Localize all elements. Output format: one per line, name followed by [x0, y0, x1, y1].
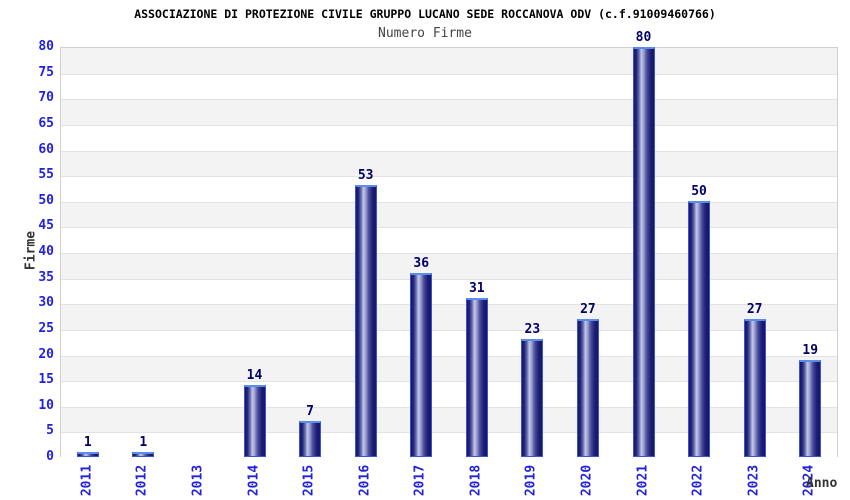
bar-2017	[410, 272, 433, 457]
bar-2014	[243, 385, 266, 457]
x-tick-2013: 2013	[190, 464, 206, 497]
y-tick-25: 25	[38, 320, 54, 336]
plot-band	[61, 355, 837, 382]
plot-band	[61, 278, 837, 305]
bar-2023	[743, 318, 766, 457]
x-tick-2018: 2018	[468, 464, 484, 497]
x-tick-2019: 2019	[523, 464, 539, 497]
gridline	[61, 406, 837, 408]
y-axis-title: Firme	[23, 230, 39, 271]
value-label-2022: 50	[691, 183, 707, 199]
plot-band	[61, 124, 837, 151]
x-tick-2015: 2015	[301, 464, 317, 497]
gridline	[61, 329, 837, 331]
gridline	[61, 432, 837, 434]
plot-band	[61, 73, 837, 100]
y-tick-10: 10	[38, 397, 54, 413]
gridline	[61, 73, 837, 75]
plot-band	[61, 227, 837, 253]
y-tick-35: 35	[38, 269, 54, 285]
value-label-2019: 23	[524, 322, 541, 338]
y-tick-60: 60	[38, 141, 54, 157]
x-tick-2011: 2011	[79, 464, 95, 497]
plot-band	[61, 253, 837, 279]
gridline	[61, 253, 837, 254]
gridline	[61, 381, 837, 383]
value-label-2017: 36	[413, 255, 430, 271]
bar-2015	[299, 421, 322, 457]
gridline	[61, 150, 837, 152]
gridline	[61, 227, 837, 229]
gridline	[61, 176, 837, 178]
y-tick-15: 15	[38, 372, 54, 388]
bar-2022	[688, 200, 711, 457]
plot-band	[61, 381, 837, 407]
value-label-2024: 19	[802, 342, 819, 358]
y-tick-80: 80	[38, 39, 54, 54]
y-tick-65: 65	[38, 115, 54, 131]
bar-2021	[632, 47, 655, 457]
bar-2024	[799, 359, 822, 457]
gridline	[61, 99, 837, 101]
plot-area	[60, 47, 838, 458]
value-label-2023: 27	[746, 301, 763, 317]
y-tick-45: 45	[38, 218, 54, 234]
value-label-2011: 1	[83, 434, 92, 450]
value-label-2016: 53	[357, 168, 374, 184]
value-label-2015: 7	[306, 404, 314, 420]
value-label-2012: 1	[139, 434, 148, 450]
gridline	[61, 304, 837, 306]
y-tick-55: 55	[38, 167, 54, 183]
bar-2016	[354, 185, 377, 457]
gridline	[61, 355, 837, 357]
x-tick-2016: 2016	[357, 464, 373, 497]
chart-title: ASSOCIAZIONE DI PROTEZIONE CIVILE GRUPPO…	[134, 7, 716, 21]
x-axis-title: Anno	[806, 476, 838, 491]
x-tick-2014: 2014	[246, 464, 261, 497]
y-tick-50: 50	[38, 192, 54, 208]
y-tick-40: 40	[38, 244, 54, 259]
value-label-2018: 31	[468, 281, 485, 297]
chart-subtitle: Numero Firme	[378, 26, 472, 41]
y-tick-0: 0	[46, 449, 54, 464]
x-tick-2017: 2017	[412, 464, 428, 497]
plot-band	[61, 150, 837, 177]
plot-band	[61, 329, 837, 356]
x-tick-2020: 2020	[579, 464, 595, 497]
gridline	[61, 124, 837, 126]
bar-2011	[76, 451, 99, 457]
plot-band	[61, 406, 837, 433]
plot-band	[61, 99, 837, 125]
x-tick-2023: 2023	[746, 464, 762, 497]
y-tick-20: 20	[38, 346, 54, 362]
value-label-2021: 80	[635, 30, 652, 45]
y-tick-75: 75	[38, 64, 54, 80]
plot-band	[61, 48, 837, 74]
x-tick-2021: 2021	[635, 464, 650, 497]
value-label-2014: 14	[246, 368, 263, 384]
bar-2020	[576, 318, 599, 457]
bar-2018	[465, 298, 488, 457]
gridline	[61, 278, 837, 280]
plot-band	[61, 304, 837, 330]
value-label-2020: 27	[580, 301, 596, 317]
y-tick-30: 30	[38, 295, 54, 311]
plot-band	[61, 201, 837, 228]
bar-2012	[132, 451, 155, 457]
y-tick-5: 5	[46, 423, 54, 439]
y-tick-70: 70	[38, 90, 54, 106]
plot-band	[61, 176, 837, 202]
plot-band	[61, 432, 837, 458]
x-tick-2022: 2022	[690, 464, 706, 497]
bar-2019	[521, 339, 544, 457]
gridline	[61, 201, 837, 203]
x-tick-2012: 2012	[134, 464, 150, 497]
